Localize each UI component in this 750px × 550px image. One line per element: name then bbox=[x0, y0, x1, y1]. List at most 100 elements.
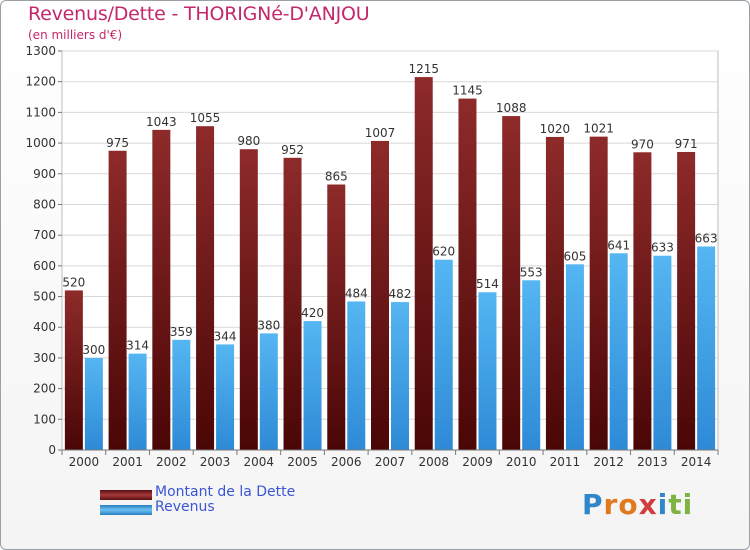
bar-revenue bbox=[303, 321, 322, 450]
chart-subtitle: (en milliers d'€) bbox=[28, 28, 123, 42]
data-label-revenue: 314 bbox=[126, 339, 149, 353]
bar-debt bbox=[589, 136, 608, 451]
data-label-debt: 1020 bbox=[540, 122, 571, 136]
bar-debt bbox=[239, 149, 258, 450]
legend-swatch-debt bbox=[100, 490, 152, 500]
logo-letter: t bbox=[668, 488, 683, 521]
x-tick-label: 2010 bbox=[506, 455, 537, 469]
y-tick-label: 700 bbox=[33, 228, 56, 242]
data-label-revenue: 514 bbox=[476, 277, 499, 291]
legend-label-debt: Montant de la Dette bbox=[155, 484, 296, 500]
y-tick-label: 800 bbox=[33, 197, 56, 211]
data-label-revenue: 633 bbox=[651, 241, 674, 255]
bar-revenue bbox=[259, 333, 278, 450]
bar-debt bbox=[545, 136, 564, 450]
bar-revenue bbox=[84, 357, 103, 450]
x-tick-label: 2012 bbox=[593, 455, 624, 469]
data-label-revenue: 620 bbox=[432, 245, 455, 259]
x-tick-label: 2007 bbox=[375, 455, 406, 469]
bar-debt bbox=[108, 150, 127, 450]
x-tick-label: 2008 bbox=[418, 455, 449, 469]
chart-title: Revenus/Dette - THORIGNé-D'ANJOU bbox=[28, 3, 370, 25]
data-label-debt: 952 bbox=[281, 143, 304, 157]
bar-debt bbox=[677, 151, 696, 450]
data-label-revenue: 663 bbox=[695, 232, 718, 246]
bar-revenue bbox=[216, 344, 235, 450]
bar-debt bbox=[414, 77, 433, 450]
logo-letter: x bbox=[638, 488, 658, 521]
x-tick-label: 2011 bbox=[550, 455, 581, 469]
y-tick-label: 400 bbox=[33, 320, 56, 334]
data-label-debt: 1215 bbox=[408, 62, 439, 76]
bar-revenue bbox=[565, 264, 584, 450]
bar-revenue bbox=[172, 339, 191, 450]
bar-debt bbox=[196, 126, 215, 450]
proxiti-logo: Proxiti bbox=[582, 488, 693, 521]
data-label-debt: 970 bbox=[631, 137, 654, 151]
logo-letter: r bbox=[603, 488, 619, 521]
y-tick-label: 0 bbox=[48, 443, 56, 457]
y-tick-label: 200 bbox=[33, 382, 56, 396]
logo-letter: i bbox=[657, 488, 669, 521]
bar-debt bbox=[633, 152, 652, 451]
logo-letter: P bbox=[582, 488, 604, 521]
data-label-debt: 1055 bbox=[190, 111, 221, 125]
x-tick-label: 2006 bbox=[331, 455, 362, 469]
data-label-revenue: 553 bbox=[520, 265, 543, 279]
data-label-revenue: 344 bbox=[214, 329, 237, 343]
y-tick-label: 1100 bbox=[25, 105, 56, 119]
logo-letter: o bbox=[618, 488, 639, 521]
data-label-revenue: 359 bbox=[170, 325, 193, 339]
plot-area bbox=[61, 50, 719, 451]
logo-letter: i bbox=[682, 488, 694, 521]
bar-debt bbox=[458, 98, 477, 451]
bar-revenue bbox=[653, 255, 672, 450]
bar-debt bbox=[283, 157, 302, 450]
bar-revenue bbox=[609, 253, 628, 450]
bar-revenue bbox=[522, 280, 541, 450]
bar-debt bbox=[327, 184, 346, 450]
y-tick-label: 500 bbox=[33, 290, 56, 304]
bar-revenue bbox=[128, 353, 147, 450]
data-label-revenue: 605 bbox=[563, 249, 586, 263]
y-tick-label: 900 bbox=[33, 167, 56, 181]
data-label-debt: 1088 bbox=[496, 101, 527, 115]
data-label-debt: 1007 bbox=[365, 126, 396, 140]
bar-debt bbox=[502, 116, 521, 451]
bar-revenue bbox=[391, 302, 409, 450]
data-label-revenue: 420 bbox=[301, 306, 324, 320]
y-tick-label: 1200 bbox=[25, 75, 56, 89]
legend-swatch-revenue bbox=[100, 505, 152, 515]
bar-revenue bbox=[478, 292, 497, 450]
bar-revenue bbox=[434, 259, 453, 450]
data-label-debt: 975 bbox=[106, 136, 129, 150]
data-label-debt: 971 bbox=[675, 137, 698, 151]
y-tick-label: 600 bbox=[33, 259, 56, 273]
data-label-debt: 980 bbox=[237, 134, 260, 148]
data-label-debt: 1145 bbox=[452, 84, 483, 98]
data-label-revenue: 641 bbox=[607, 238, 630, 252]
x-tick-label: 2009 bbox=[462, 455, 493, 469]
x-tick-label: 2005 bbox=[287, 455, 318, 469]
y-tick-label: 300 bbox=[33, 351, 56, 365]
x-tick-label: 2001 bbox=[112, 455, 143, 469]
bar-debt bbox=[64, 290, 83, 450]
data-label-revenue: 484 bbox=[345, 286, 368, 300]
y-tick-label: 1300 bbox=[25, 44, 56, 58]
y-tick-label: 1000 bbox=[25, 136, 56, 150]
y-tick-label: 100 bbox=[33, 412, 56, 426]
x-tick-label: 2014 bbox=[681, 455, 712, 469]
bar-debt bbox=[152, 129, 171, 451]
data-label-revenue: 300 bbox=[82, 343, 105, 357]
bar-revenue bbox=[697, 246, 716, 450]
data-label-debt: 1043 bbox=[146, 115, 177, 129]
x-tick-label: 2002 bbox=[156, 455, 187, 469]
data-label-debt: 865 bbox=[325, 170, 348, 184]
x-tick-label: 2013 bbox=[637, 455, 668, 469]
bar-debt bbox=[371, 140, 389, 450]
data-label-debt: 520 bbox=[62, 275, 85, 289]
x-tick-label: 2003 bbox=[200, 455, 231, 469]
data-label-revenue: 482 bbox=[389, 287, 412, 301]
data-label-debt: 1021 bbox=[583, 122, 614, 136]
x-tick-label: 2004 bbox=[244, 455, 275, 469]
